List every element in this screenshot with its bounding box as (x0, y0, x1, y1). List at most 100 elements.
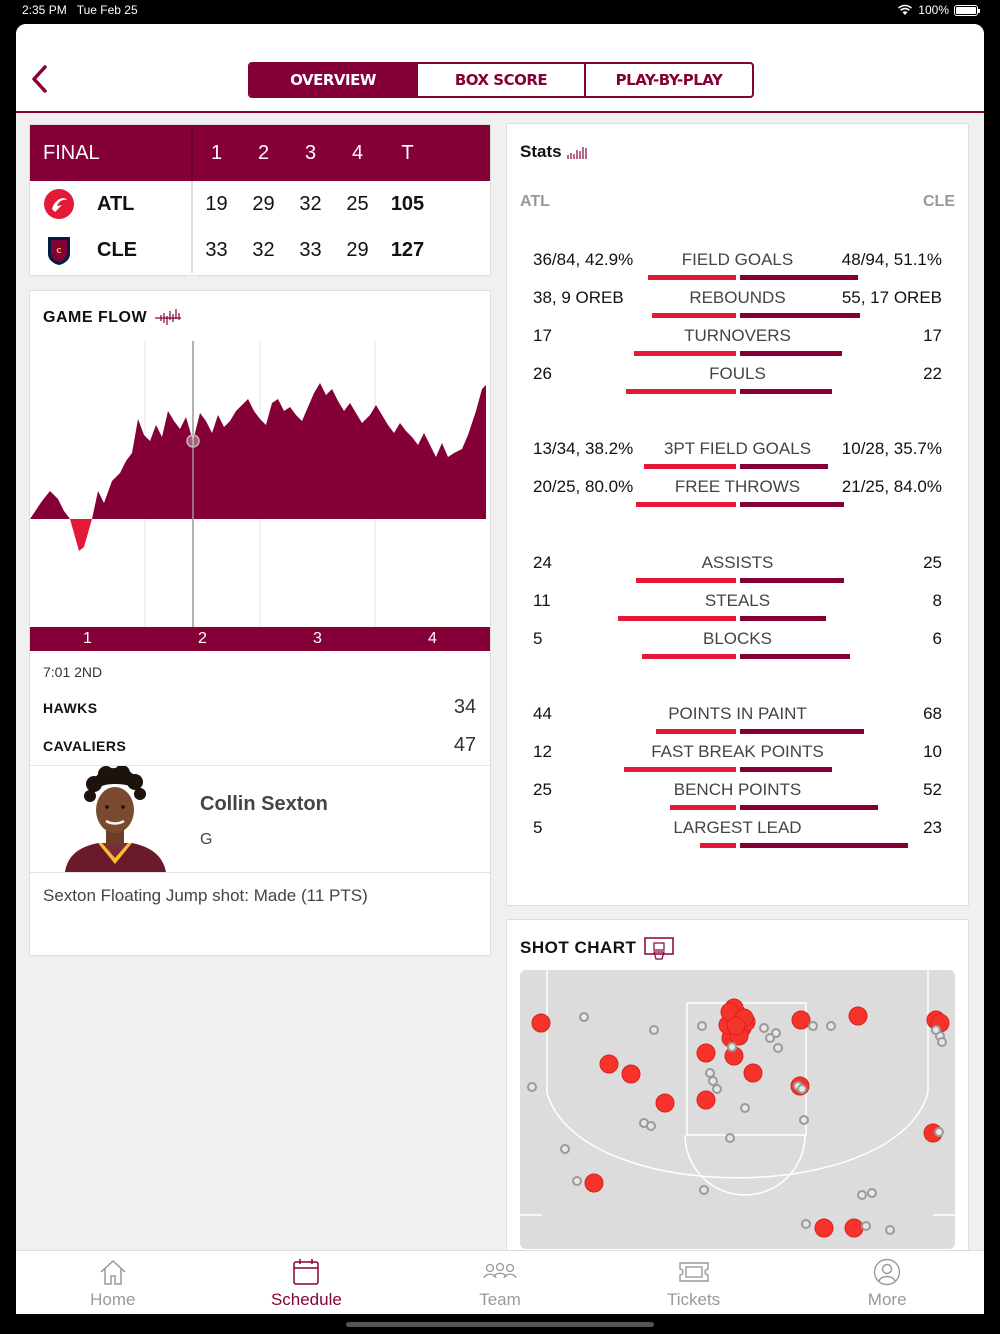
shot-missed-marker (867, 1188, 877, 1198)
shot-chart-court[interactable] (520, 970, 955, 1249)
shot-missed-marker (699, 1185, 709, 1195)
tab-overview[interactable]: OVERVIEW (250, 64, 418, 96)
quarter-score: 29 (346, 238, 369, 261)
battery-percent: 100% (918, 3, 949, 17)
game-flow-icon (155, 309, 182, 325)
flow-team-row-home: HAWKS 34 (43, 696, 483, 719)
stat-label: ASSISTS (701, 553, 774, 572)
player-name: Collin Sexton (200, 793, 328, 815)
shot-missed-marker (527, 1082, 537, 1092)
team-name: CAVALIERS (43, 737, 127, 754)
stat-left-value: 36/84, 42.9% (533, 250, 634, 269)
shot-missed-marker (808, 1021, 818, 1031)
shot-missed-marker (885, 1225, 895, 1235)
shot-chart-title: SHOT CHART (520, 938, 637, 957)
stat-label: STEALS (704, 591, 771, 610)
period-label: 4 (351, 141, 364, 164)
stat-left-value: 5 (533, 629, 543, 648)
stat-bar-left (670, 805, 736, 810)
stat-right-value: 68 (923, 704, 942, 723)
stat-bar-right (740, 351, 842, 356)
quarter-label: 4 (428, 630, 437, 647)
stat-bar-left (642, 654, 736, 659)
team-score: 47 (453, 734, 477, 756)
header: OVERVIEW BOX SCORE PLAY-BY-PLAY (16, 24, 984, 113)
player-card[interactable]: Collin Sexton G (30, 765, 490, 873)
period-label: 2 (257, 141, 270, 164)
game-flow-chart[interactable] (30, 341, 490, 627)
stat-right-value: 6 (932, 629, 942, 648)
stat-label: FIELD GOALS (681, 250, 794, 269)
quarter-score: 29 (252, 192, 275, 215)
quarter-label: 2 (198, 630, 207, 647)
hawks-logo-icon (43, 188, 75, 220)
stat-left-value: 24 (533, 553, 552, 572)
stat-left-value: 11 (533, 591, 551, 610)
stat-bar-left (644, 464, 736, 469)
stat-row: 13/34, 38.2% 3PT FIELD GOALS 10/28, 35.7% (507, 439, 968, 477)
shot-missed-marker (797, 1084, 807, 1094)
stat-bar-left (636, 578, 736, 583)
shot-made-marker (791, 1010, 811, 1030)
game-flow-title: GAME FLOW (43, 309, 148, 326)
quarter-score: 32 (299, 192, 322, 215)
game-flow-quarter-bar: 1 2 3 4 (30, 627, 490, 651)
stat-right-value: 10 (923, 742, 942, 761)
basketball-hoop-icon (644, 937, 675, 960)
cavaliers-logo-icon: C (43, 234, 75, 266)
stat-right-value: 25 (923, 553, 942, 572)
shot-missed-marker (740, 1103, 750, 1113)
stat-right-value: 17 (923, 326, 942, 345)
stat-left-value: 20/25, 80.0% (533, 477, 634, 496)
stat-row: 24 ASSISTS 25 (507, 553, 968, 591)
tab-schedule[interactable]: Schedule (210, 1251, 404, 1314)
stat-bar-right (740, 464, 828, 469)
stat-label: FAST BREAK POINTS (651, 742, 824, 761)
stat-right-value: 22 (923, 364, 942, 383)
stat-label: LARGEST LEAD (673, 818, 802, 837)
shot-made-marker (844, 1218, 864, 1238)
stats-right-team: CLE (923, 193, 955, 210)
player-photo (60, 766, 170, 872)
stat-bar-right (740, 275, 858, 280)
team-abbr: ATL (97, 192, 135, 215)
tab-tickets[interactable]: Tickets (597, 1251, 791, 1314)
tab-label: Schedule (270, 1290, 342, 1309)
shot-missed-marker (826, 1021, 836, 1031)
stat-right-value: 21/25, 84.0% (841, 477, 942, 496)
total-score: 105 (390, 192, 425, 215)
stats-left-team: ATL (520, 193, 550, 210)
stat-row: 11 STEALS 8 (507, 591, 968, 629)
tab-box-score[interactable]: BOX SCORE (418, 64, 586, 96)
stat-left-value: 5 (533, 818, 543, 837)
tab-home[interactable]: Home (16, 1251, 210, 1314)
stat-row: 20/25, 80.0% FREE THROWS 21/25, 84.0% (507, 477, 968, 515)
shot-missed-marker (649, 1025, 659, 1035)
scoreboard-row-cle: C CLE 33 32 33 29 127 (30, 227, 490, 273)
shot-missed-marker (560, 1144, 570, 1154)
tab-label: Team (479, 1290, 521, 1309)
scoreboard-header: FINAL 1 2 3 4 T (30, 125, 490, 181)
game-clock: 7:01 2ND (43, 664, 103, 680)
shot-missed-marker (727, 1042, 737, 1052)
back-button[interactable] (30, 64, 54, 98)
tab-label: Tickets (666, 1290, 721, 1309)
stat-left-value: 44 (533, 704, 552, 723)
tab-team[interactable]: Team (403, 1251, 597, 1314)
quarter-score: 25 (346, 192, 369, 215)
stat-bar-right (740, 843, 908, 848)
shot-made-marker (848, 1006, 868, 1026)
tab-more[interactable]: More (790, 1251, 984, 1314)
segmented-control: OVERVIEW BOX SCORE PLAY-BY-PLAY (248, 62, 754, 98)
stat-bar-left (634, 351, 736, 356)
team-name: HAWKS (43, 699, 98, 716)
stat-left-value: 38, 9 OREB (533, 288, 624, 307)
quarter-score: 33 (299, 238, 322, 261)
quarter-label: 3 (313, 630, 322, 647)
total-label: T (401, 141, 414, 164)
tab-play-by-play[interactable]: PLAY-BY-PLAY (615, 71, 723, 89)
tab-label: More (867, 1290, 907, 1309)
game-flow-area (30, 383, 486, 551)
shot-missed-marker (934, 1127, 944, 1137)
shot-made-marker (696, 1090, 716, 1110)
